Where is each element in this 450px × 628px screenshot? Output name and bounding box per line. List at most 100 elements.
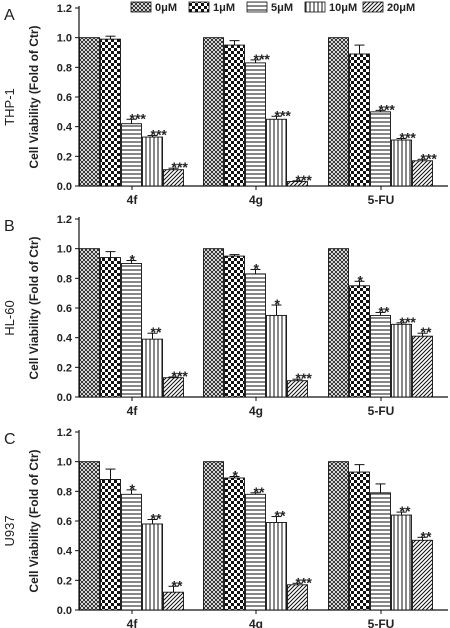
bar-A-4g-0 [203,37,224,187]
significance-C-5-FU-3: ** [400,503,411,519]
bar-C-5-FU-3 [391,514,412,611]
bar-C-4g-2 [245,493,266,611]
bar-B-5-FU-1 [349,285,370,398]
y-axis-label-C: Cell Viability (Fold of Ctr) [27,449,41,592]
bar-B-4f-2 [121,263,142,398]
y-tick-label-A-1: 0.2 [57,151,72,163]
y-tick-label-B-6: 1.2 [57,214,72,226]
y-tick-label-C-0: 0.0 [57,605,72,617]
significance-B-4g-4: *** [296,370,313,386]
significance-B-4f-3: ** [151,324,162,340]
bar-B-4g-2 [245,273,266,398]
legend: 0μM 1μM 5μM 10μM 20μM [130,1,415,14]
bar-A-4g-3 [266,118,287,187]
bar-B-4g-0 [203,248,224,398]
y-tick-label-B-0: 0.0 [57,392,72,404]
significance-C-4f-2: * [130,481,136,497]
y-tick-label-C-3: 0.6 [57,516,72,528]
bar-B-5-FU-3 [391,323,412,398]
y-tick-label-C-5: 1.0 [57,457,72,469]
significance-C-4g-1: * [233,468,239,484]
x-tick-label-C-1: 4g [249,617,263,628]
bar-B-5-FU-0 [328,248,349,398]
significance-A-5-FU-4: *** [421,150,438,166]
legend-label-4: 20μM [387,2,415,14]
legend-swatch-3 [304,1,326,13]
bar-A-4f-2 [121,123,142,187]
bar-C-4g-1 [224,477,245,611]
bar-C-4f-4 [163,591,184,611]
x-tick-label-B-0: 4f [127,404,139,418]
y-tick-label-A-6: 1.2 [57,3,72,15]
bar-B-4f-0 [79,248,100,398]
bar-B-4g-3 [266,314,287,398]
bar-A-4f-0 [79,37,100,187]
bar-C-4f-3 [142,523,163,611]
cell-line-label-C: U937 [2,515,17,546]
significance-C-4g-3: ** [275,508,286,524]
bar-C-5-FU-2 [370,492,391,611]
y-tick-label-A-3: 0.6 [57,92,72,104]
y-tick-label-B-2: 0.4 [57,333,73,345]
bar-C-4f-0 [79,461,100,611]
bar-A-5-FU-2 [370,111,391,187]
significance-B-4g-3: * [275,296,281,312]
bar-C-4f-1 [100,479,121,611]
significance-A-4g-2: *** [254,51,271,67]
significance-A-4f-4: *** [172,159,189,175]
x-tick-label-C-2: 5-FU [368,617,395,628]
bar-A-5-FU-3 [391,139,412,187]
panel-letter-B: B [4,218,15,235]
bar-B-4f-3 [142,338,163,398]
significance-C-4f-4: ** [172,577,183,593]
panel-letter-C: C [4,431,16,448]
legend-swatch-2 [246,1,268,13]
significance-A-4g-4: *** [296,172,313,188]
cell-line-label-A: THP-1 [2,88,17,126]
cell-line-label-B: HL-60 [2,300,17,335]
bar-A-4f-1 [100,38,121,187]
y-tick-label-C-2: 0.4 [57,546,73,558]
bar-B-5-FU-2 [370,314,391,398]
bar-C-4f-2 [121,493,142,611]
significance-B-5-FU-4: ** [421,324,432,340]
significance-C-4f-3: ** [151,511,162,527]
y-tick-label-A-4: 0.8 [57,62,72,74]
x-tick-label-C-0: 4f [127,617,139,628]
panels: A THP-1 Cell Viability (Fold of Ctr) 0.0 0.2… [2,3,448,628]
significance-B-5-FU-1: * [358,272,364,288]
panel-A: A THP-1 Cell Viability (Fold of Ctr) 0.0 0.2… [2,3,448,207]
legend-label-1: 1μM [213,2,235,14]
bar-A-4g-1 [224,44,245,187]
x-tick-label-B-1: 4g [249,404,263,418]
legend-swatch-0 [130,1,152,13]
y-tick-label-A-2: 0.4 [57,122,73,134]
significance-A-4f-2: *** [130,110,147,126]
y-axis-label-A: Cell Viability (Fold of Ctr) [27,25,41,168]
y-axis-label-B: Cell Viability (Fold of Ctr) [27,236,41,379]
legend-label-2: 5μM [271,2,293,14]
x-tick-label-A-2: 5-FU [368,193,395,207]
significance-A-4g-3: *** [275,107,292,123]
bar-A-5-FU-0 [328,37,349,187]
legend-label-0: 0μM [155,2,177,14]
bar-C-5-FU-4 [412,539,433,611]
y-tick-label-A-0: 0.0 [57,181,72,193]
bar-C-5-FU-0 [328,461,349,611]
y-tick-label-C-1: 0.2 [57,575,72,587]
y-tick-label-C-4: 0.8 [57,486,72,498]
y-tick-label-C-6: 1.2 [57,427,72,439]
significance-A-4f-3: *** [151,127,168,143]
y-tick-label-B-5: 1.0 [57,244,72,256]
legend-swatch-4 [362,1,384,13]
significance-B-4f-2: * [130,252,136,268]
significance-B-4f-4: *** [172,368,189,384]
significance-C-5-FU-4: ** [421,528,432,544]
x-tick-label-A-1: 4g [249,193,263,207]
significance-C-4g-2: ** [254,484,265,500]
y-tick-label-B-3: 0.6 [57,303,72,315]
bar-A-4g-2 [245,62,266,187]
bar-B-4g-1 [224,255,245,398]
significance-B-5-FU-3: *** [400,314,417,330]
y-tick-label-A-5: 1.0 [57,33,72,45]
